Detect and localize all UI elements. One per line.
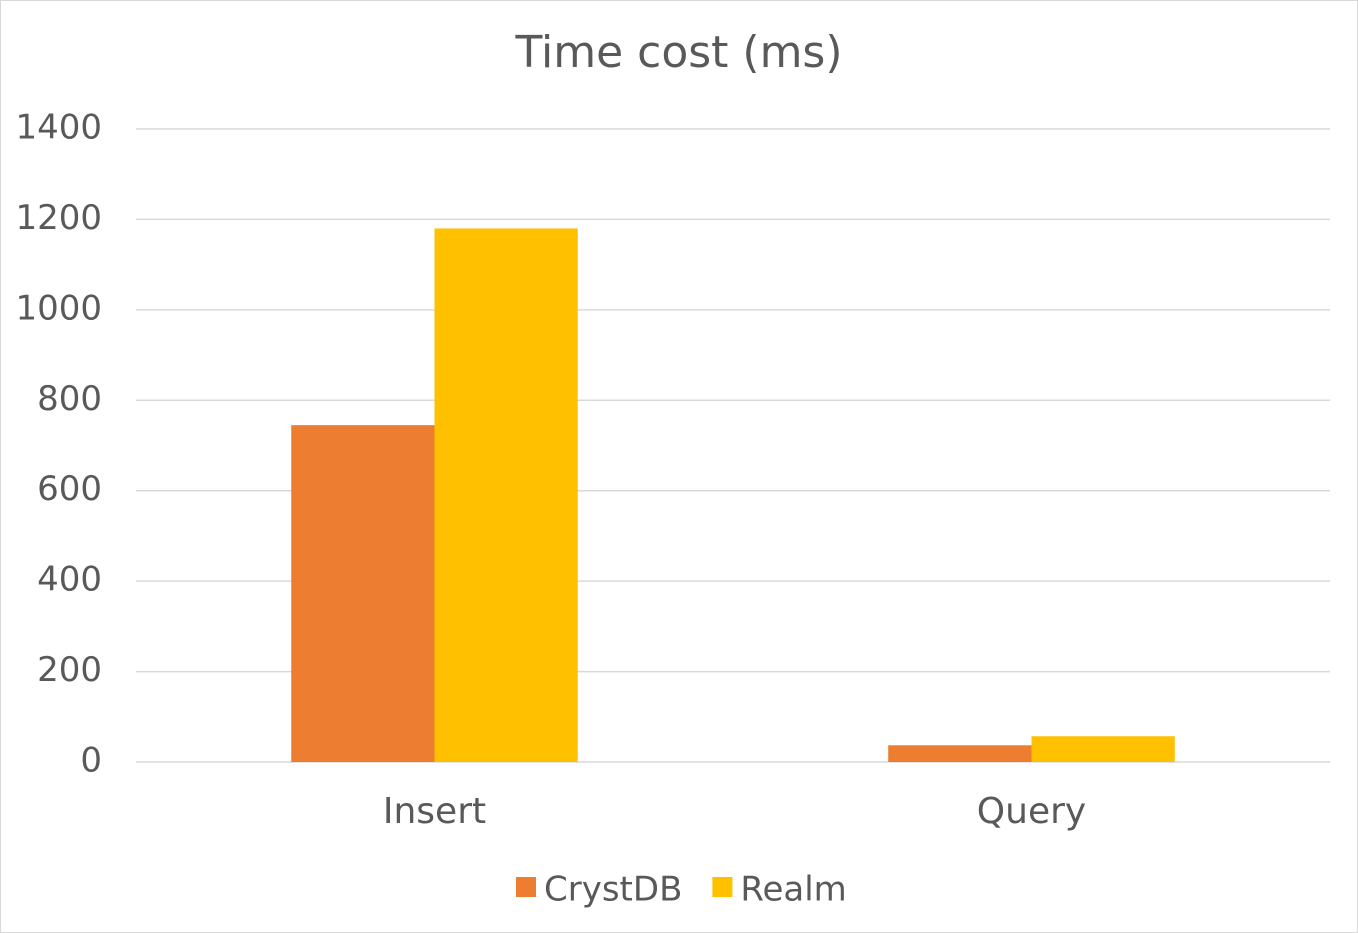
x-tick-label: Insert	[383, 791, 486, 832]
bar	[291, 425, 435, 762]
legend-label: CrystDB	[544, 870, 682, 910]
chart-title: Time cost (ms)	[514, 27, 842, 78]
x-tick-label: Query	[977, 791, 1086, 832]
bar	[1031, 736, 1175, 762]
y-tick-label: 1200	[15, 198, 102, 238]
y-tick-label: 200	[37, 650, 102, 690]
y-tick-label: 400	[37, 560, 102, 600]
y-tick-label: 600	[37, 469, 102, 509]
y-tick-label: 800	[37, 379, 102, 419]
y-tick-label: 1000	[15, 288, 102, 328]
legend-swatch	[516, 877, 536, 897]
bar	[434, 228, 578, 762]
y-tick-label: 1400	[15, 108, 102, 148]
legend-swatch	[712, 877, 733, 897]
y-tick-label: 0	[80, 741, 102, 781]
legend-label: Realm	[740, 870, 846, 910]
bar	[888, 745, 1032, 762]
